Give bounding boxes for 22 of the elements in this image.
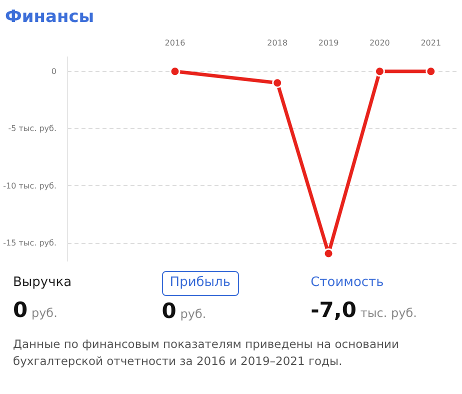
x-tick-label: 2016 [164,38,186,48]
y-tick-label: -10 тыс. руб. [3,181,56,190]
point [426,66,436,77]
y-tick-label: -15 тыс. руб. [3,238,56,248]
point [272,78,283,88]
text: Выручка [13,274,73,292]
x-tick-label: 2021 [420,38,442,48]
point [323,248,334,259]
text: -7,0 тыс. руб. [310,298,417,322]
y-tick-label: -5 тыс. руб. [8,124,57,134]
text: Стоимость [310,274,385,292]
text: Данные по финансовым показателям приведены на основании бухгалтерской отчетности за 2016 и 2019–2021 годы. [12,336,400,370]
text: Прибыль [162,271,239,296]
chart-title: Финансы [5,6,94,29]
text: 0 руб. [162,298,206,323]
x-tick-label: 2018 [267,38,288,48]
point [374,66,385,77]
point [170,66,180,77]
text: 0 руб. [13,298,58,322]
x-tick-label: 2020 [370,38,390,48]
x-tick-label: 2019 [318,38,339,48]
y-tick-label: 0 [51,66,57,76]
